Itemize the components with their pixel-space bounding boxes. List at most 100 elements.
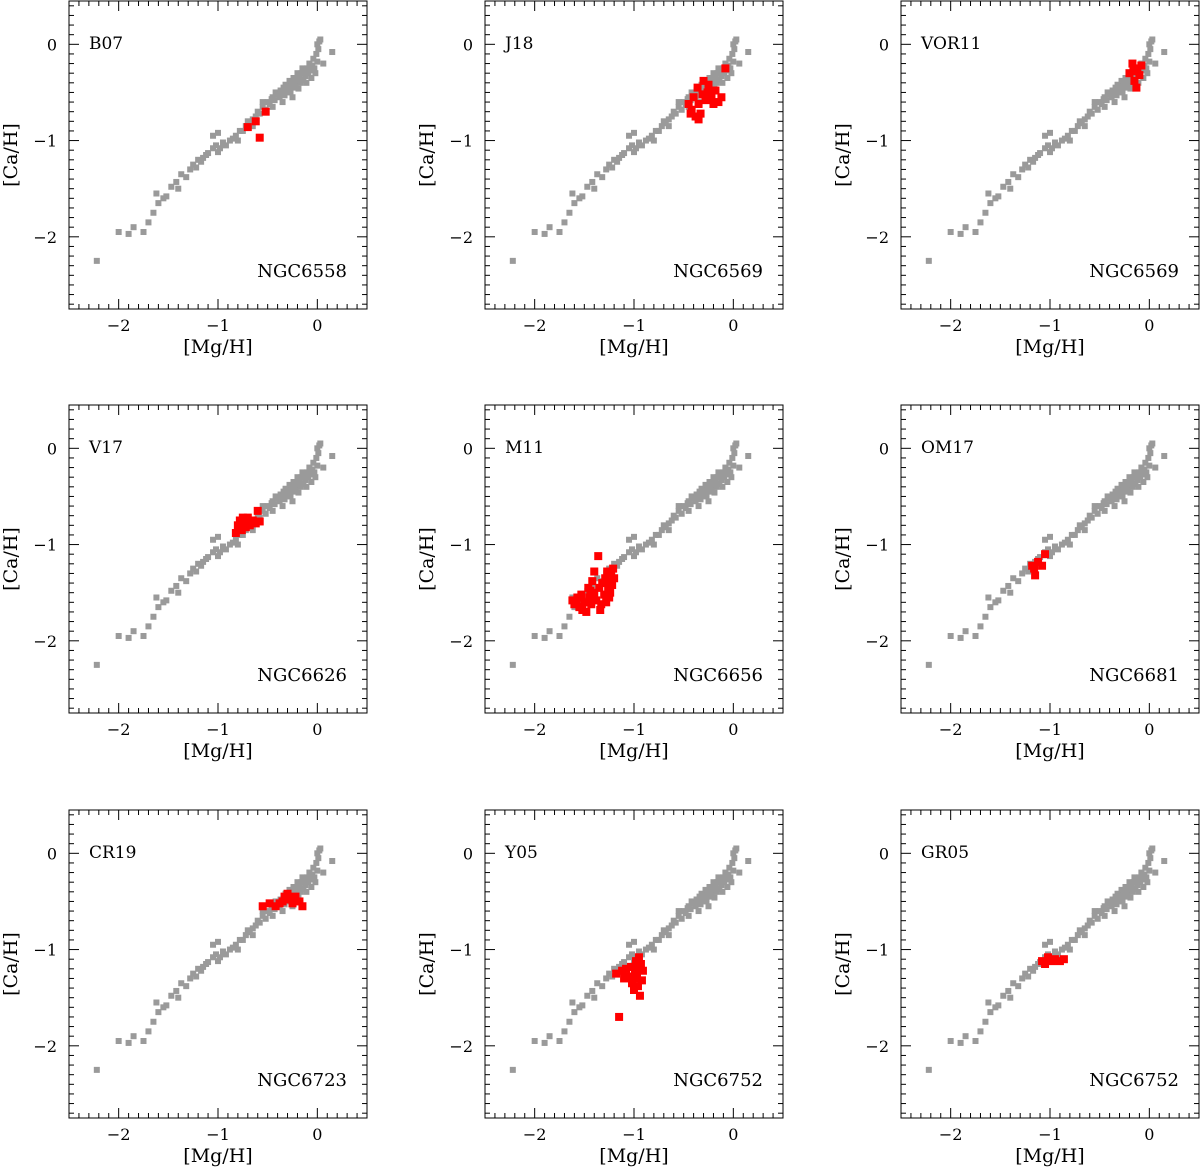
- y-axis-label: [Ca/H]: [416, 527, 438, 591]
- background-point: [93, 1066, 100, 1073]
- background-point: [668, 517, 675, 524]
- background-point: [215, 958, 221, 965]
- cluster-point: [580, 598, 589, 607]
- background-point: [294, 474, 301, 481]
- background-point: [1144, 70, 1151, 77]
- background-point: [308, 75, 315, 81]
- cluster-point: [686, 109, 695, 118]
- cluster-point: [596, 606, 605, 615]
- cluster-label: NGC6723: [257, 1070, 347, 1091]
- background-point: [650, 137, 657, 144]
- background-point: [626, 941, 633, 948]
- background-point: [695, 503, 702, 510]
- x-axis-label: [Mg/H]: [599, 336, 668, 358]
- background-point: [1135, 483, 1142, 490]
- background-point: [638, 142, 645, 149]
- background-point: [205, 554, 212, 561]
- background-point: [178, 575, 185, 582]
- cluster-point: [1130, 76, 1139, 85]
- background-point: [733, 440, 740, 447]
- background-point: [655, 531, 662, 538]
- background-point: [711, 489, 718, 496]
- background-point: [1000, 183, 1007, 190]
- background-point: [1146, 445, 1153, 452]
- background-point: [701, 892, 708, 899]
- background-point: [731, 855, 738, 862]
- background-point: [150, 209, 157, 216]
- background-point: [658, 527, 665, 534]
- background-point: [168, 183, 175, 190]
- cluster-point: [698, 90, 707, 99]
- cluster-point: [600, 590, 609, 599]
- cluster-point: [238, 513, 247, 522]
- background-point: [262, 915, 269, 922]
- background-point: [1139, 67, 1146, 74]
- background-point: [1135, 888, 1142, 895]
- background-point: [726, 864, 733, 871]
- background-point: [303, 483, 310, 490]
- cluster-label: NGC6558: [257, 261, 347, 282]
- background-point: [145, 623, 152, 630]
- background-point: [1066, 137, 1073, 144]
- cluster-point: [609, 564, 618, 573]
- background-point: [566, 1018, 573, 1025]
- background-point: [957, 230, 964, 237]
- background-point: [987, 200, 994, 207]
- background-point: [1139, 471, 1146, 478]
- x-tick-label: −2: [523, 316, 547, 335]
- background-point: [1019, 975, 1026, 982]
- y-tick-label: −2: [33, 1037, 57, 1056]
- background-point: [183, 174, 190, 181]
- background-point: [232, 536, 239, 543]
- cluster-point: [632, 974, 641, 983]
- background-point: [115, 229, 122, 235]
- cluster-point: [636, 960, 645, 968]
- background-point: [308, 884, 315, 890]
- background-point: [727, 874, 734, 881]
- background-point: [1117, 83, 1124, 90]
- background-point: [315, 855, 322, 862]
- background-point: [631, 938, 637, 945]
- background-point: [594, 980, 601, 987]
- y-tick-label: −2: [449, 1037, 473, 1056]
- background-point: [730, 867, 737, 874]
- background-point: [947, 633, 954, 639]
- background-point: [1037, 554, 1044, 561]
- background-point: [307, 471, 314, 478]
- background-point: [295, 489, 302, 496]
- background-point: [992, 599, 999, 606]
- background-point: [234, 137, 241, 144]
- background-point: [985, 999, 992, 1006]
- panel-j18: −2 −1 0 −2 −1 0 [Mg/H] [Ca/H] J18 NGC6569: [416, 0, 784, 358]
- cluster-point: [703, 88, 712, 97]
- background-point: [296, 479, 303, 485]
- background-point: [160, 599, 167, 606]
- cluster-point: [693, 83, 702, 92]
- background-point: [1124, 485, 1131, 492]
- background-point: [296, 884, 303, 890]
- cluster-point: [684, 99, 693, 108]
- background-point: [977, 1028, 984, 1035]
- background-point: [745, 858, 752, 865]
- reference-label: CR19: [89, 843, 136, 863]
- background-point: [153, 999, 160, 1006]
- background-point: [584, 992, 591, 999]
- background-point: [710, 474, 717, 481]
- background-point: [1140, 479, 1147, 485]
- background-point: [675, 99, 682, 106]
- background-point: [1146, 850, 1153, 857]
- background-point: [279, 99, 286, 106]
- background-point: [710, 70, 717, 77]
- background-point: [115, 1038, 122, 1044]
- background-point: [712, 884, 719, 890]
- background-point: [648, 132, 655, 139]
- background-point: [731, 46, 738, 53]
- background-point: [678, 106, 685, 113]
- background-point: [730, 445, 737, 452]
- background-point: [678, 510, 685, 517]
- x-tick-label: 0: [1144, 1125, 1154, 1144]
- background-point: [957, 634, 964, 641]
- background-point: [708, 890, 715, 897]
- background-point: [668, 922, 675, 929]
- background-point: [972, 633, 979, 639]
